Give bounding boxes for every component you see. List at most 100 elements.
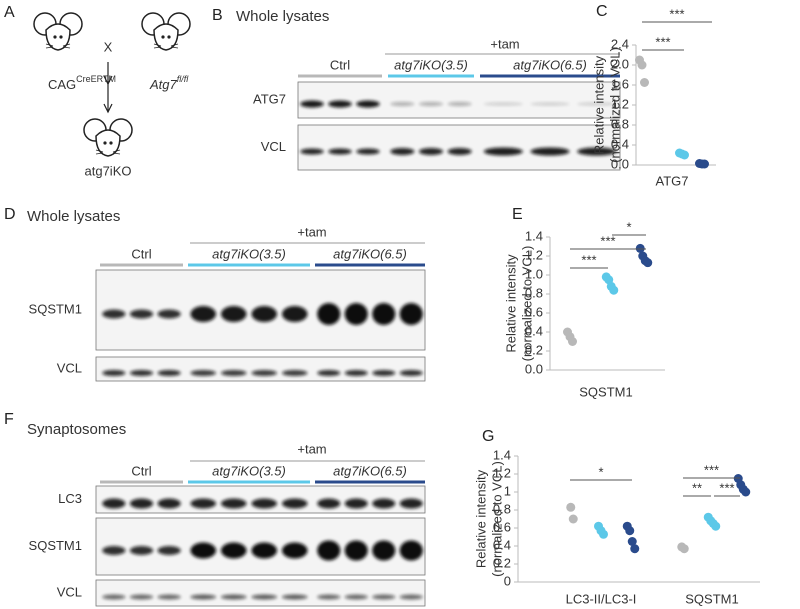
y-axis-label: (normalized to VCL) xyxy=(519,246,534,362)
blot-frame xyxy=(297,124,621,171)
data-point xyxy=(680,150,689,160)
significance-label: *** xyxy=(581,252,596,267)
band xyxy=(317,303,341,325)
band xyxy=(328,100,352,108)
significance-label: *** xyxy=(704,462,719,477)
band xyxy=(157,546,181,555)
parent1-sup: CreERTM xyxy=(76,74,116,84)
band xyxy=(102,546,126,555)
band xyxy=(372,594,396,600)
y-tick-label: 0.4 xyxy=(611,136,629,151)
band xyxy=(356,148,380,155)
y-axis-label: (normalized to VCL) xyxy=(489,461,504,577)
band xyxy=(372,498,396,509)
band xyxy=(251,370,278,376)
y-tick-label: 0.2 xyxy=(525,342,543,357)
parent1-name: CAG xyxy=(48,77,76,92)
band xyxy=(399,540,423,561)
band xyxy=(102,498,126,509)
arrow-head xyxy=(103,75,113,114)
band xyxy=(251,594,278,600)
band xyxy=(281,594,308,600)
parent2-sup: fl/fl xyxy=(177,74,190,84)
band xyxy=(251,306,278,322)
y-tick-label: 0.8 xyxy=(611,116,629,131)
band xyxy=(447,148,472,155)
band xyxy=(577,147,617,156)
band xyxy=(317,540,341,561)
significance-label: * xyxy=(598,464,603,479)
band xyxy=(300,148,324,155)
data-point xyxy=(700,159,709,169)
significance-label: *** xyxy=(600,233,615,248)
group-label: Ctrl xyxy=(330,57,350,72)
y-tick-label: 0.2 xyxy=(493,555,511,570)
y-tick-label: 1.2 xyxy=(493,465,511,480)
band xyxy=(190,370,217,376)
band xyxy=(344,594,368,600)
band xyxy=(399,594,423,600)
parent2-name: Atg7 xyxy=(149,77,178,92)
band xyxy=(372,303,396,325)
x-tick-label: LC3-II/LC3-I xyxy=(566,591,637,606)
band xyxy=(220,542,247,559)
y-tick-label: 1 xyxy=(504,483,511,498)
treatment-label: +tam xyxy=(490,36,519,51)
mouse-icon xyxy=(33,12,83,51)
chart: 0 0.2 0.4 0.6 0.8 1 1.2 1.4 Relative intensity (n… xyxy=(473,447,760,606)
band xyxy=(317,594,341,600)
panel-label: C xyxy=(596,3,608,20)
band xyxy=(281,370,308,376)
band xyxy=(281,306,308,322)
band xyxy=(390,102,415,106)
band xyxy=(530,102,570,106)
band xyxy=(157,309,181,319)
band xyxy=(220,306,247,322)
y-tick-label: 0.0 xyxy=(525,361,543,376)
group-label: Ctrl xyxy=(131,463,151,478)
band xyxy=(281,498,308,509)
band xyxy=(372,540,396,561)
data-point xyxy=(566,502,576,512)
data-point xyxy=(609,285,619,295)
band xyxy=(328,148,352,155)
band xyxy=(447,102,472,106)
y-tick-label: 2.0 xyxy=(611,56,629,71)
y-tick-label: 1.2 xyxy=(525,247,543,262)
band xyxy=(399,303,423,325)
panel-label: G xyxy=(482,428,494,445)
data-point xyxy=(741,487,751,497)
y-tick-label: 0 xyxy=(504,573,511,588)
blot-title: Synaptosomes xyxy=(27,421,126,438)
group-label: atg7iKO(6.5) xyxy=(333,246,407,261)
y-tick-label: 0.4 xyxy=(493,537,511,552)
blot-panel: Synaptosomes +tam Ctrl atg7iKO(3.5) atg7iKO(… xyxy=(27,421,426,607)
blot-panel: Whole lysates +tam Ctrl atg7iKO(3.5) atg7iKO… xyxy=(236,8,621,171)
row-label: SQSTM1 xyxy=(29,301,82,316)
y-tick-label: 1.4 xyxy=(493,447,511,462)
x-tick-label: ATG7 xyxy=(656,173,689,188)
y-axis-label: Relative intensity xyxy=(473,469,488,568)
y-tick-label: 1.4 xyxy=(525,228,543,243)
band xyxy=(190,498,217,509)
band xyxy=(483,102,523,106)
band xyxy=(530,147,570,156)
band xyxy=(399,370,423,376)
band xyxy=(483,147,523,156)
significance-label: *** xyxy=(719,480,734,495)
significance-label: ** xyxy=(692,480,702,495)
group-label: Ctrl xyxy=(131,246,151,261)
x-tick-label: SQSTM1 xyxy=(685,591,738,606)
panel-label: B xyxy=(212,7,223,24)
significance-label: * xyxy=(626,219,631,234)
band xyxy=(251,498,278,509)
band xyxy=(251,542,278,559)
band xyxy=(317,498,341,509)
y-tick-label: 0.4 xyxy=(525,323,543,338)
band xyxy=(317,370,341,376)
y-tick-label: 0.6 xyxy=(525,304,543,319)
row-label: SQSTM1 xyxy=(29,538,82,553)
data-point xyxy=(711,521,721,531)
band xyxy=(220,594,247,600)
